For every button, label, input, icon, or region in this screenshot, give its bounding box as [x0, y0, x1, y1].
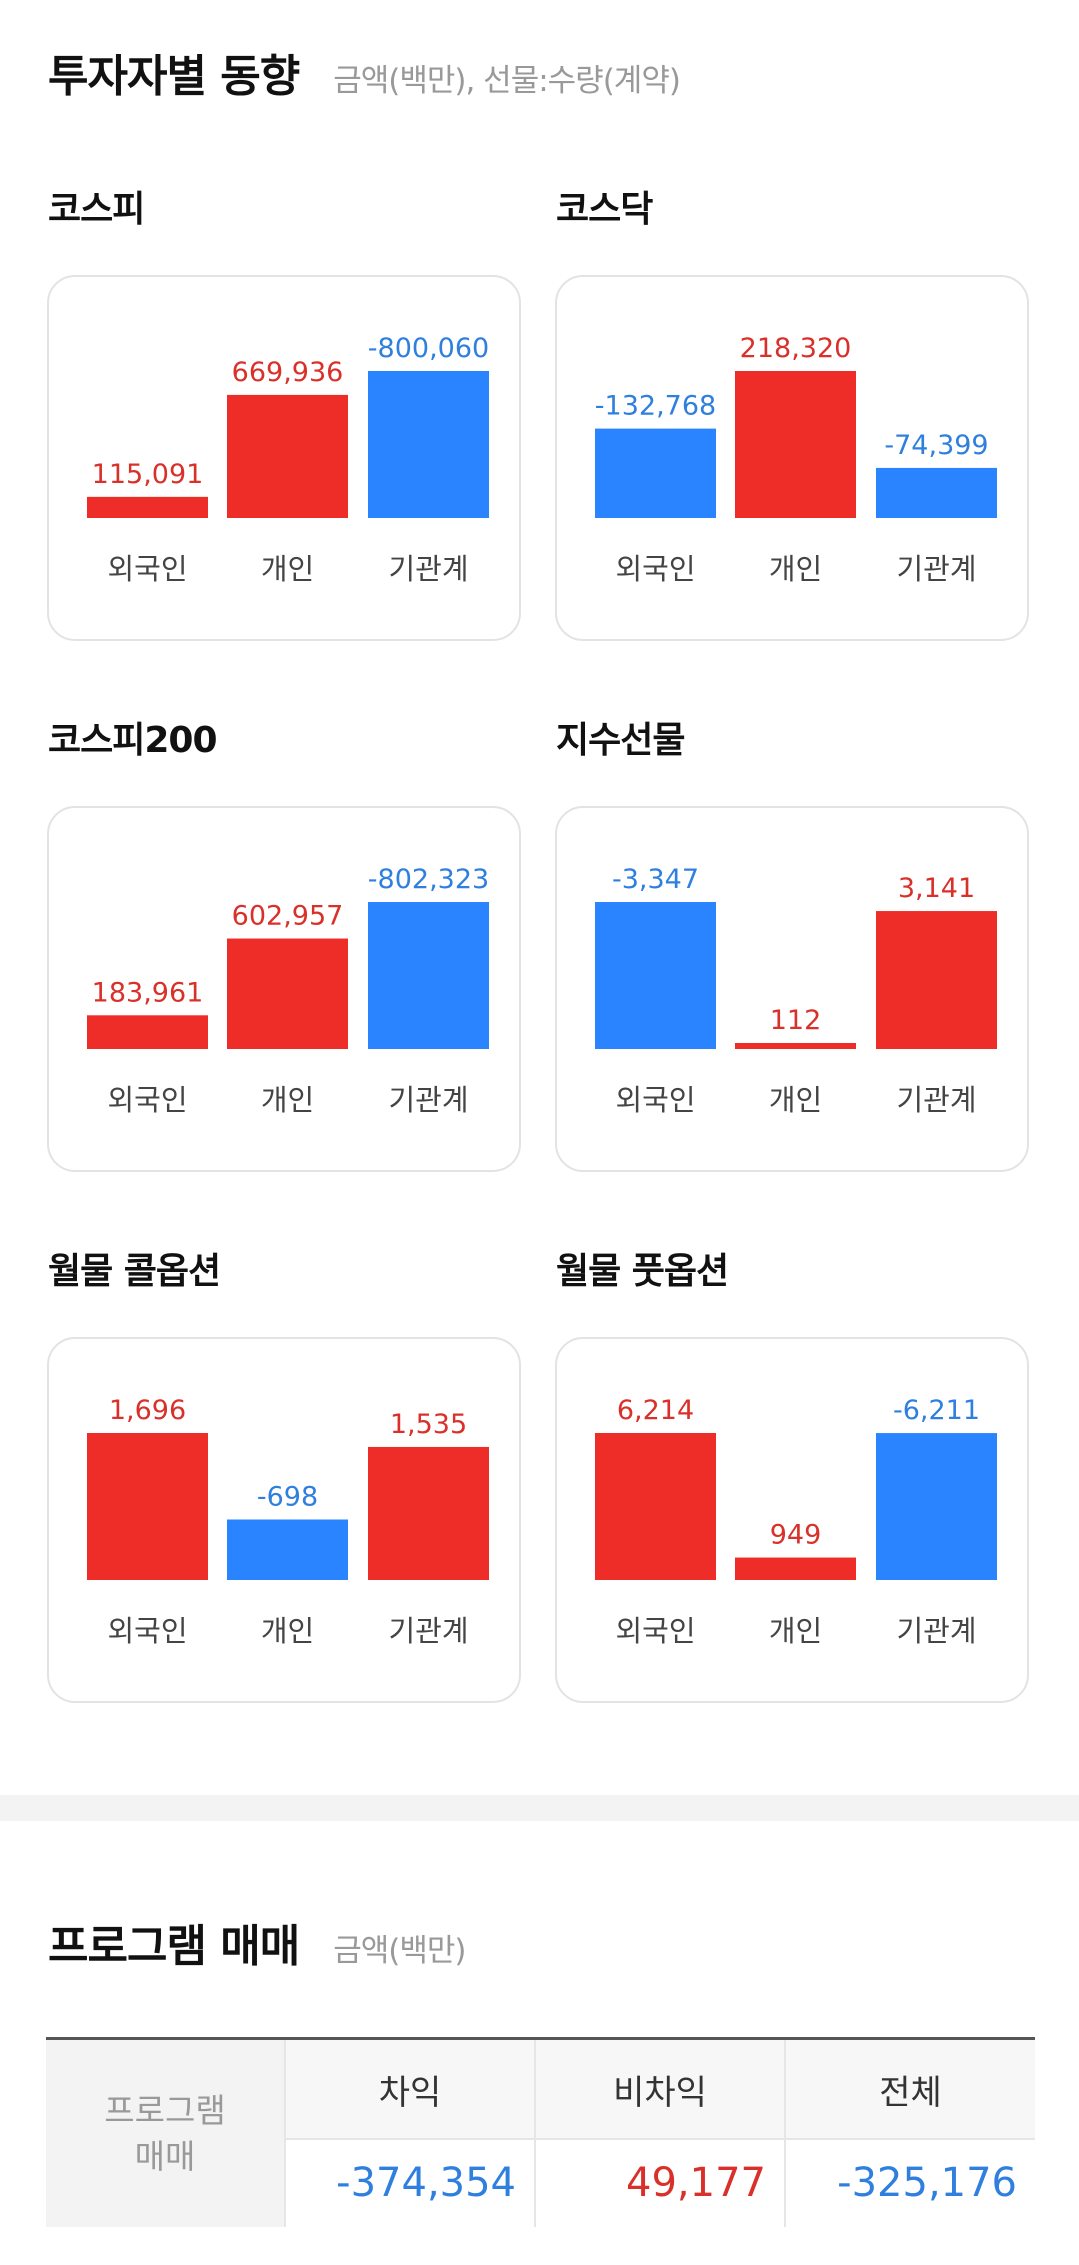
column-header-arbitrage: 차익: [286, 2040, 534, 2140]
chart-card-kosdaq: -132,768 외국인 218,320 개인 -74,399 기관계: [555, 275, 1029, 641]
value-label-individual: -698: [257, 1482, 318, 1513]
bar-individual: [735, 1557, 856, 1580]
market-label-kospi200: 코스피200: [48, 720, 218, 761]
category-label-institution: 기관계: [896, 552, 976, 586]
bar-foreign: [595, 428, 716, 518]
program-row-header: 프로그램 매매: [46, 2040, 286, 2227]
category-label-individual: 개인: [261, 1083, 314, 1117]
value-label-individual: 112: [770, 1005, 822, 1036]
category-label-foreign: 외국인: [615, 552, 695, 586]
bar-chart-monthly-call-options: 1,696 외국인 -698 개인 1,535 기관계: [87, 1395, 489, 1648]
category-label-institution: 기관계: [388, 1614, 468, 1648]
chart-card-kospi200: 183,961 외국인 602,957 개인 -802,323 기관계: [47, 806, 521, 1172]
category-label-foreign: 외국인: [615, 1083, 695, 1117]
market-label-monthly-put-options: 월물 풋옵션: [556, 1251, 729, 1292]
bar-chart-kosdaq: -132,768 외국인 218,320 개인 -74,399 기관계: [595, 333, 997, 586]
section-divider: [0, 1795, 1079, 1821]
value-label-individual: 949: [770, 1520, 822, 1551]
value-label-individual: 602,957: [232, 901, 344, 932]
program-col-non-arbitrage: 비차익 49,177: [536, 2040, 786, 2227]
chart-card-monthly-put-options: 6,214 외국인 949 개인 -6,211 기관계: [555, 1337, 1029, 1703]
bar-institution: [368, 902, 489, 1049]
value-label-individual: 218,320: [740, 333, 852, 364]
page-title: 투자자별 동향: [48, 51, 300, 102]
program-row-header-label: 프로그램 매매: [104, 2090, 226, 2176]
market-label-kosdaq: 코스닥: [556, 189, 653, 230]
bar-individual: [227, 394, 348, 518]
value-label-foreign: -132,768: [595, 391, 716, 422]
bar-individual: [735, 371, 856, 518]
value-label-institution: -802,323: [368, 864, 489, 895]
category-label-institution: 기관계: [388, 1083, 468, 1117]
category-label-institution: 기관계: [388, 552, 468, 586]
market-label-kospi: 코스피: [48, 189, 145, 230]
bar-foreign: [87, 496, 208, 518]
bar-institution: [368, 371, 489, 518]
bar-institution: [876, 911, 997, 1049]
bar-foreign: [595, 1433, 716, 1580]
category-label-institution: 기관계: [896, 1083, 976, 1117]
chart-card-index-futures: -3,347 외국인 112 개인 3,141 기관계: [555, 806, 1029, 1172]
value-label-institution: -74,399: [884, 430, 988, 461]
program-col-total: 전체 -325,176: [786, 2040, 1035, 2227]
bar-chart-monthly-put-options: 6,214 외국인 949 개인 -6,211 기관계: [595, 1395, 997, 1648]
category-label-individual: 개인: [769, 1614, 822, 1648]
value-label-foreign: 115,091: [92, 459, 204, 490]
bar-institution: [876, 1433, 997, 1580]
bar-foreign: [87, 1433, 208, 1580]
value-label-institution: 3,141: [898, 873, 975, 904]
value-label-foreign: 6,214: [617, 1395, 694, 1426]
bar-chart-kospi: 115,091 외국인 669,936 개인 -800,060 기관계: [87, 333, 489, 586]
category-label-individual: 개인: [769, 552, 822, 586]
chart-card-monthly-call-options: 1,696 외국인 -698 개인 1,535 기관계: [47, 1337, 521, 1703]
bar-foreign: [87, 1015, 208, 1049]
bar-individual: [227, 1519, 348, 1580]
category-label-individual: 개인: [261, 552, 314, 586]
value-label-institution: -800,060: [368, 333, 489, 364]
category-label-foreign: 외국인: [107, 1614, 187, 1648]
category-label-foreign: 외국인: [615, 1614, 695, 1648]
category-label-foreign: 외국인: [107, 1083, 187, 1117]
bar-individual: [227, 938, 348, 1049]
column-header-total: 전체: [786, 2040, 1035, 2140]
market-label-monthly-call-options: 월물 콜옵션: [48, 1251, 221, 1292]
category-label-individual: 개인: [261, 1614, 314, 1648]
value-label-foreign: 183,961: [92, 977, 204, 1008]
program-trading-title: 프로그램 매매: [48, 1921, 300, 1972]
value-label-institution: 1,535: [390, 1409, 467, 1440]
value-label-foreign: 1,696: [109, 1395, 186, 1426]
value-label-foreign: -3,347: [612, 864, 699, 895]
category-label-foreign: 외국인: [107, 552, 187, 586]
market-label-index-futures: 지수선물: [556, 720, 685, 761]
value-non-arbitrage: 49,177: [626, 2159, 766, 2206]
bar-institution: [876, 467, 997, 518]
column-header-non-arbitrage: 비차익: [536, 2040, 784, 2140]
unit-note: 금액(백만), 선물:수량(계약): [333, 63, 681, 99]
chart-card-kospi: 115,091 외국인 669,936 개인 -800,060 기관계: [47, 275, 521, 641]
bar-institution: [368, 1446, 489, 1580]
bar-individual: [735, 1043, 856, 1049]
bar-chart-index-futures: -3,347 외국인 112 개인 3,141 기관계: [595, 864, 997, 1117]
investor-trend-header: 투자자별 동향 금액(백만), 선물:수량(계약): [48, 40, 681, 104]
program-col-arbitrage: 차익 -374,354: [286, 2040, 536, 2227]
program-unit-note: 금액(백만): [333, 1933, 466, 1969]
value-label-institution: -6,211: [893, 1395, 980, 1426]
program-trading-table: 프로그램 매매 차익 -374,354 비차익 49,177 전체 -325,1…: [46, 2037, 1035, 2227]
program-trading-header: 프로그램 매매 금액(백만): [48, 1910, 466, 1974]
value-label-individual: 669,936: [232, 357, 344, 388]
bar-foreign: [595, 902, 716, 1049]
value-total: -325,176: [837, 2159, 1017, 2206]
value-arbitrage: -374,354: [336, 2159, 516, 2206]
category-label-individual: 개인: [769, 1083, 822, 1117]
bar-chart-kospi200: 183,961 외국인 602,957 개인 -802,323 기관계: [87, 864, 489, 1117]
category-label-institution: 기관계: [896, 1614, 976, 1648]
